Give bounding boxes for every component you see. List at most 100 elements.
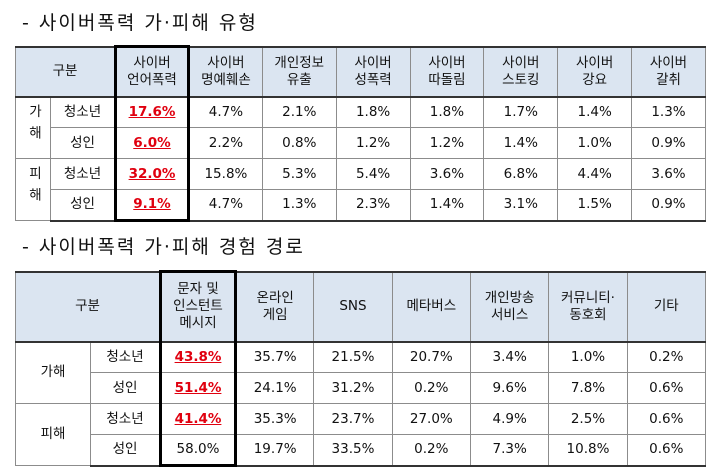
value-cell: 2.5% [548,403,628,435]
value-cell: 1.0% [557,127,633,159]
row-label: 성인 [50,127,116,159]
value-cell: 0.8% [261,127,337,159]
cell-value: 0.6% [649,410,684,427]
cell-value: 3.1% [503,196,538,213]
cell-value: 0.8% [282,134,317,151]
header-cell: 사이버 성폭력 [335,45,411,98]
header-line: 메시지 [179,315,217,332]
data-row: 피해 청소년 41.4% 35.3% 23.7% 27.0% 4.9% 2.5% 0.6% [15,403,706,466]
value-cell: 33.5% [313,434,393,467]
cell-value: 9.1% [133,196,171,212]
value-cell: 3.6% [631,158,706,190]
value-cell: 1.7% [483,96,559,128]
cell-value: 2.2% [208,134,244,151]
value-cell: 4.7% [188,189,263,222]
data-row: 성인 9.1% 4.7% 1.3% 2.3% 1.4% 3.1% 1.5% 0.9% [16,189,706,222]
header-cell: 사이버 언어폭력 [114,45,190,98]
value-cell: 7.8% [548,372,628,404]
data-table: 구분 사이버 언어폭력 사이버 명예훼손 개인정보 유출 사이버 성폭력 사이버 따돌림 사이버 스토킹… [15,45,706,222]
cell-value: 41.4% [174,410,222,427]
header-line: 문자 및 [177,281,219,298]
value-cell: 0.6% [626,403,706,435]
cell-value: 1.8% [429,103,465,120]
header-line: 사이버 [207,54,245,71]
cell-value: 24.1% [253,379,297,396]
row-label: 청소년 [50,96,116,128]
table-body: 가해 청소년 17.6% 4.7% 2.1% 1.8% 1.8% 1.7% 1.4% 1.3% 성인… [15,96,706,222]
cell-value: 27.0% [409,410,453,427]
header-row: 구분 문자 및 인스턴트 메시지 온라인 게임 SNS 메타버스 개인방송 서비스 커뮤니티· 동호회… [15,270,706,343]
value-cell: 1.8% [335,96,411,128]
header-line: 따돌림 [428,71,466,88]
value-cell: 41.4% [159,403,237,435]
value-cell: 21.5% [313,341,393,373]
cell-value: 7.3% [492,441,527,458]
cell-value: 1.4% [429,196,465,213]
value-cell: 3.6% [409,158,485,190]
section-title: - 사이버폭력 가·피해 경험 경로 [22,236,305,258]
header-line: 사이버 [576,54,614,71]
value-cell: 4.9% [469,403,550,435]
value-cell: 0.2% [391,372,471,404]
cell-value: 1.3% [282,196,317,213]
cell-value: 2.1% [282,103,317,120]
cell-value: 31.2% [331,379,375,396]
header-line: 명예훼손 [201,71,251,88]
cell-value: 2.3% [355,196,391,213]
value-cell: 5.4% [335,158,411,190]
cell-value: 35.3% [253,410,297,427]
section-title: - 사이버폭력 가·피해 유형 [22,12,258,34]
data-row: 피해 청소년 32.0% 15.8% 5.3% 5.4% 3.6% 6.8% 4.4% 3.6% [15,158,706,221]
value-cell: 1.3% [261,189,337,222]
cell-value: 20.7% [409,348,453,365]
value-cell: 1.5% [557,189,633,222]
value-cell: 1.4% [557,96,633,128]
value-cell: 0.9% [631,127,706,159]
cell-value: 2.5% [570,410,606,427]
value-cell: 17.6% [114,96,190,128]
cell-value: 3.6% [651,165,686,182]
header-cell: 메타버스 [391,270,471,343]
header-line: 성폭력 [354,71,392,88]
header-cell: 사이버 강요 [557,45,633,98]
cell-value: 6.0% [133,134,171,151]
table-body: 가해 청소년 43.8% 35.7% 21.5% 20.7% 3.4% 1.0% 0.2% 성인 5… [15,341,706,467]
value-cell: 4.7% [188,96,263,128]
value-cell: 0.2% [626,341,706,373]
cell-value: 43.8% [174,348,222,365]
value-cell: 1.0% [548,341,628,373]
cell-value: 35.7% [253,348,297,365]
cell-value: 23.7% [331,410,375,427]
header-line: 언어폭력 [127,71,177,88]
value-cell: 7.3% [469,434,550,467]
value-cell: 9.6% [469,372,550,404]
cell-value: 9.6% [492,379,527,396]
table-head: 구분 문자 및 인스턴트 메시지 온라인 게임 SNS 메타버스 개인방송 서비스 커뮤니티· 동호회… [15,270,706,343]
value-cell: 3.4% [469,341,550,373]
header-line: 게임 [262,306,288,323]
cell-value: 1.2% [429,134,465,151]
value-cell: 10.8% [548,434,628,467]
value-cell: 6.8% [483,158,559,190]
header-cell: 개인방송 서비스 [469,270,550,343]
cell-value: 3.6% [429,165,465,182]
cell-value: 33.5% [331,441,375,458]
header-line: 기타 [653,298,679,314]
cell-value: 0.2% [414,379,449,396]
header-line: 온라인 [256,289,294,306]
cell-value: 1.3% [651,103,686,120]
cell-value: 4.4% [577,165,612,182]
header-cell: 사이버 명예훼손 [188,45,263,98]
row-label: 청소년 [50,158,116,190]
row-label: 성인 [90,434,161,467]
value-cell: 19.7% [234,434,315,467]
cell-value: 1.8% [355,103,391,120]
cell-value: 1.2% [355,134,391,151]
value-cell: 9.1% [114,189,190,222]
cell-value: 15.8% [204,165,248,182]
header-line: 개인방송 [484,289,535,306]
header-cell: 온라인 게임 [234,270,315,343]
group-label: 가해 [25,103,42,147]
corner-cell: 구분 [15,45,116,98]
data-row: 성인 58.0% 19.7% 33.5% 0.2% 7.3% 10.8% 0.6% [16,434,706,467]
